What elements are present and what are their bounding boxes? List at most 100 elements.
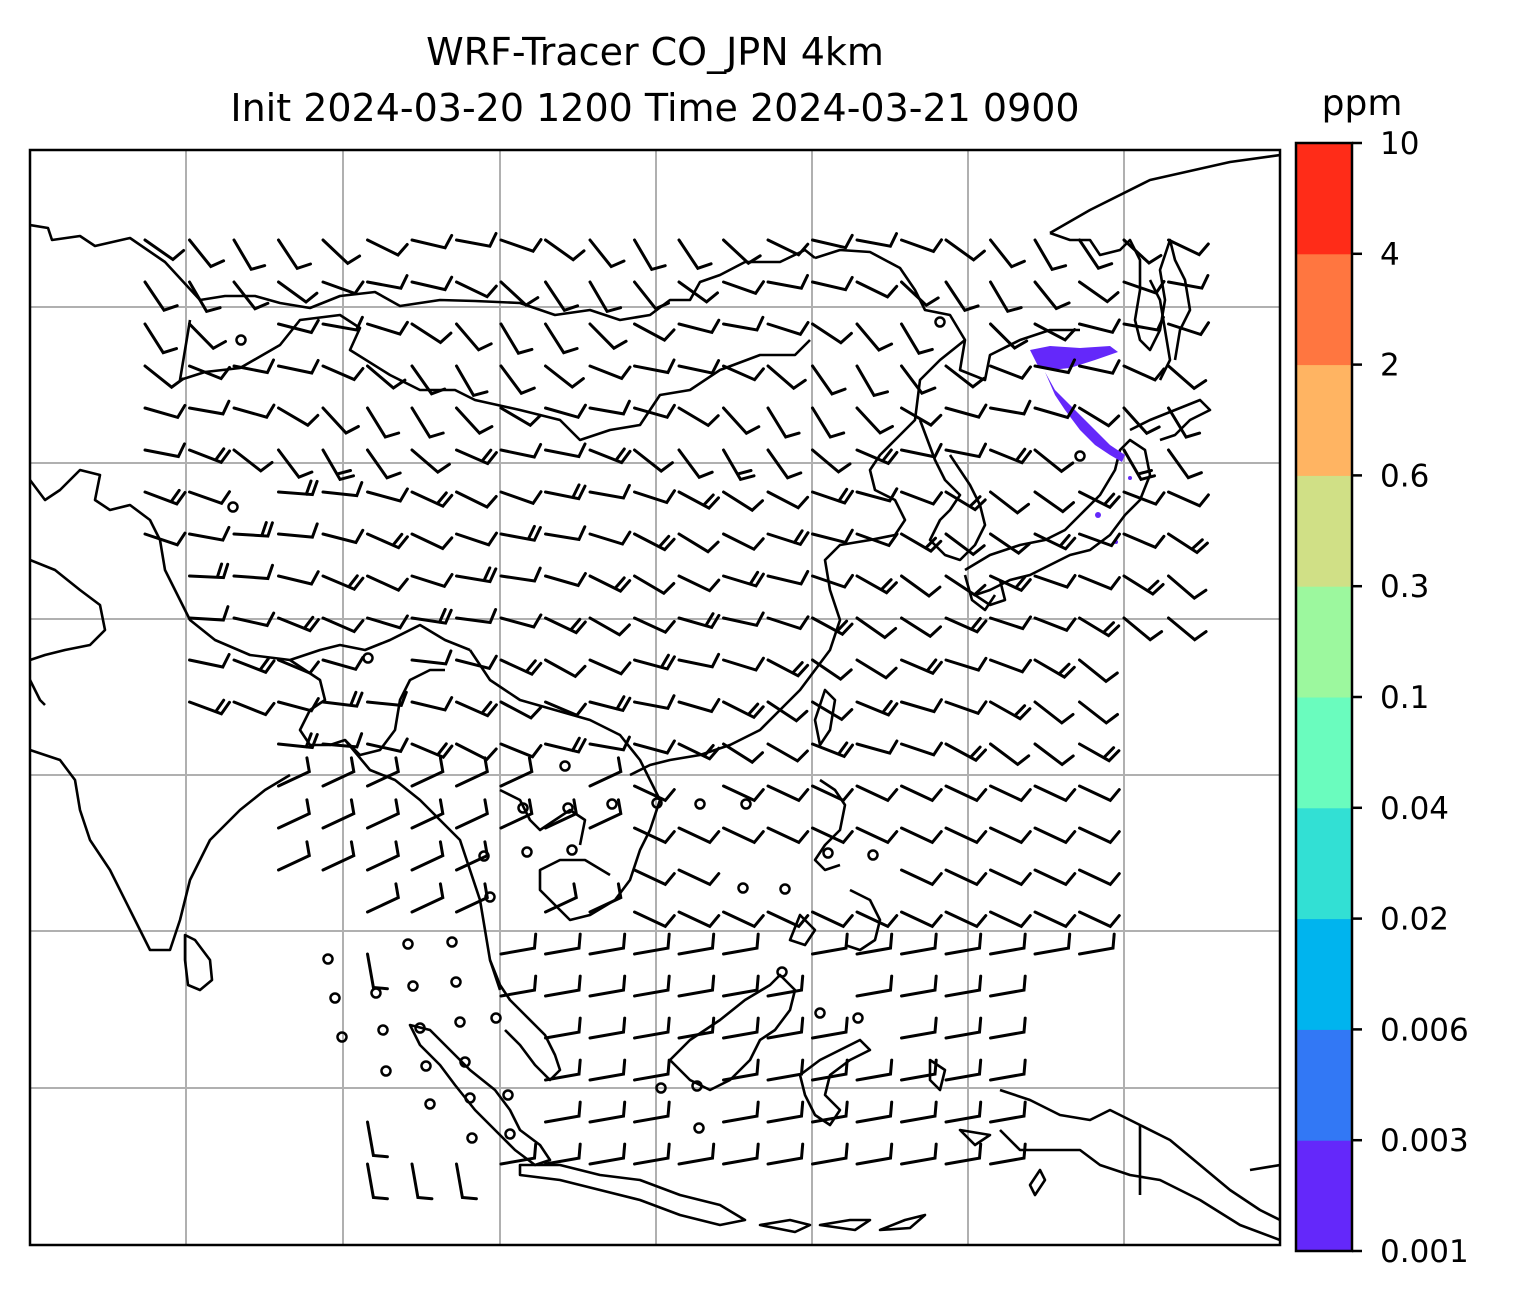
wind-barb — [989, 615, 1032, 631]
wind-barb — [766, 1016, 805, 1040]
calm-marker — [559, 760, 571, 772]
calm-marker — [694, 798, 706, 810]
wind-barb — [321, 364, 365, 382]
wind-barb — [855, 532, 899, 548]
wind-barb — [499, 974, 538, 998]
wind-barb — [900, 826, 943, 845]
wind-barb — [989, 574, 1032, 593]
wind-barb — [499, 490, 543, 506]
wind-barb — [722, 932, 760, 956]
wind-barb — [366, 952, 389, 991]
wind-barb — [944, 1142, 983, 1166]
wind-barb — [766, 529, 810, 547]
wind-barb — [944, 826, 988, 845]
wind-barb — [1122, 406, 1161, 436]
wind-barb — [1167, 448, 1203, 480]
wind-barb — [188, 490, 231, 506]
wind-barb — [766, 490, 810, 510]
wind-barb — [410, 532, 454, 551]
wind-barb — [811, 448, 852, 474]
colorbar-segment — [1296, 697, 1352, 809]
wind-barb — [811, 487, 854, 505]
wind-barb — [722, 910, 765, 929]
wind-barb — [321, 756, 356, 788]
wind-barb — [588, 574, 632, 593]
calm-marker — [322, 953, 334, 965]
wind-barb — [232, 611, 276, 628]
wind-barb — [633, 616, 676, 635]
wind-barb — [1033, 238, 1068, 272]
wind-barb — [455, 608, 498, 625]
wind-barb — [1033, 932, 1072, 956]
wind-barb — [633, 358, 676, 375]
wind-barb — [900, 932, 938, 956]
wind-barb — [277, 406, 320, 428]
wind-barb — [232, 448, 274, 473]
wind-barb — [811, 1100, 849, 1124]
wind-barb — [855, 739, 899, 755]
wind-barb — [455, 756, 489, 788]
wind-barb — [944, 280, 980, 313]
wind-barb — [633, 238, 667, 272]
wind-barb — [944, 784, 988, 803]
wind-barb — [722, 570, 765, 588]
calm-marker — [737, 882, 749, 894]
wind-barb — [677, 868, 721, 887]
calm-marker — [235, 334, 247, 346]
wind-barb — [321, 238, 362, 266]
wind-barb — [722, 611, 765, 628]
wind-barb — [722, 280, 765, 296]
wind-barb — [989, 826, 1032, 845]
calm-marker — [227, 501, 239, 513]
colorbar-segment — [1296, 807, 1352, 920]
calm-marker — [517, 802, 529, 814]
wind-barb — [811, 233, 854, 250]
wind-barb — [455, 566, 498, 584]
wind-barb — [900, 784, 943, 803]
wind-barb — [544, 364, 585, 389]
wind-barb — [410, 798, 445, 830]
wind-barb — [455, 882, 489, 914]
wind-barb — [811, 275, 854, 292]
wind-barb — [588, 483, 631, 500]
wind-barb — [366, 448, 402, 480]
wind-barb — [855, 910, 899, 929]
wind-barb — [989, 532, 1031, 555]
wind-barb — [900, 1142, 938, 1166]
wind-barb — [855, 448, 899, 466]
wind-barb — [989, 868, 1032, 887]
wind-barb — [722, 826, 765, 845]
wind-barb — [143, 322, 178, 355]
wind-barb — [677, 612, 721, 630]
colorbar-segment — [1296, 1140, 1352, 1252]
wind-barb — [544, 572, 587, 588]
wind-barb — [722, 1100, 760, 1124]
wind-barb — [588, 1016, 627, 1040]
wind-barb — [1078, 932, 1116, 956]
wind-barb — [677, 826, 721, 845]
wind-barb — [855, 406, 894, 435]
wind-barb — [277, 359, 320, 375]
wind-barb — [766, 570, 810, 586]
wind-barb — [277, 238, 312, 271]
wind-barb — [455, 531, 498, 547]
wind-barb — [1078, 280, 1120, 304]
wind-barb — [1078, 532, 1121, 548]
wind-barb — [366, 406, 401, 439]
calm-marker — [852, 1012, 864, 1024]
wind-barb — [321, 840, 356, 872]
wind-barb — [232, 563, 274, 581]
wind-barb — [633, 322, 676, 342]
wind-barb — [410, 322, 453, 345]
wind-barb — [277, 479, 319, 497]
wind-barb — [989, 280, 1023, 314]
wind-barb — [188, 653, 231, 669]
wind-barb — [544, 736, 587, 754]
wind-barb — [588, 932, 627, 956]
wind-barb — [1122, 532, 1166, 550]
wind-barb — [544, 1142, 582, 1166]
wind-barb — [499, 322, 534, 355]
wind-barb — [855, 932, 894, 956]
wind-barb — [944, 868, 988, 887]
wind-barb — [1033, 784, 1077, 803]
